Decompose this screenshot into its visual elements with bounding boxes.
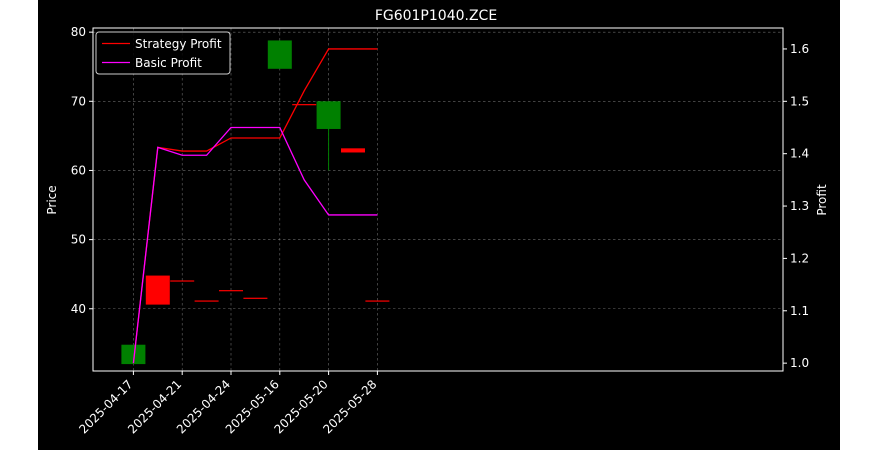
candle-body: [121, 344, 146, 365]
y-axis-label-right: Profit: [815, 184, 829, 216]
chart-title: FG601P1040.ZCE: [375, 8, 497, 24]
candle-body: [316, 101, 341, 129]
y-tick-label-right: 1.1: [790, 304, 809, 318]
candle-body: [219, 290, 243, 292]
y-tick-label-right: 1.3: [790, 199, 809, 213]
candle-body: [365, 300, 390, 302]
candle-body: [292, 104, 317, 106]
chart-svg: FG601P1040.ZCE 2025-04-172025-04-212025-…: [45, 8, 829, 436]
axes: 2025-04-172025-04-212025-04-242025-05-16…: [71, 25, 809, 436]
y-axis-label-left: Price: [45, 185, 59, 214]
y-tick-label-right: 1.6: [790, 42, 809, 56]
plot-frame: [92, 27, 784, 372]
candle-body: [194, 300, 219, 302]
y-tick-label-right: 1.0: [790, 356, 809, 370]
y-tick-label-left: 40: [71, 302, 86, 316]
candle-body: [145, 275, 170, 305]
profit-lines: [132, 48, 378, 364]
y-tick-label-right: 1.2: [790, 251, 809, 265]
candle-body: [170, 280, 195, 282]
y-tick-label-left: 50: [71, 233, 86, 247]
candle-body: [267, 40, 292, 69]
legend-label-strategy: Strategy Profit: [135, 37, 222, 51]
strategy-profit-line: [132, 48, 378, 364]
basic-profit-line: [132, 126, 378, 364]
y-tick-label-left: 70: [71, 94, 86, 108]
candle-body: [243, 297, 268, 299]
y-tick-label-right: 1.5: [790, 94, 809, 108]
legend-box: [95, 31, 231, 75]
y-tick-label-right: 1.4: [790, 147, 809, 161]
y-tick-label-left: 60: [71, 163, 86, 177]
y-tick-label-left: 80: [71, 25, 86, 39]
candle-body: [341, 148, 365, 153]
legend-label-basic: Basic Profit: [135, 56, 202, 70]
grid: [93, 28, 783, 371]
candles: [121, 40, 390, 365]
chart-figure: FG601P1040.ZCE 2025-04-17 2025-04-21 2025-…: [38, 0, 840, 450]
legend: Strategy Profit Basic Profit: [95, 31, 231, 75]
